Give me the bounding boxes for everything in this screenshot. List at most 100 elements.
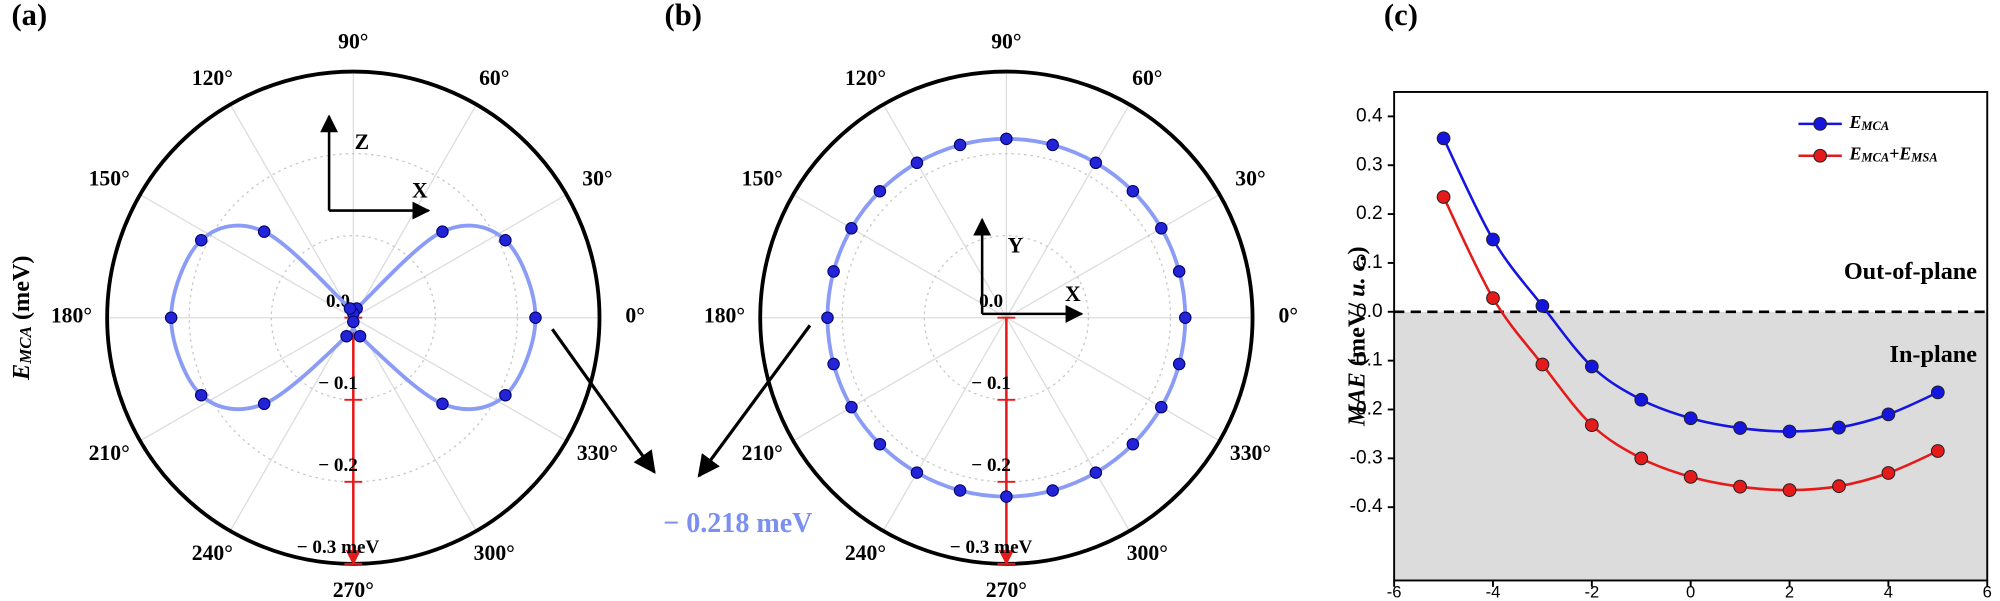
x-tick-label: -4 <box>1486 583 1501 601</box>
data-point <box>499 233 512 247</box>
subscript: MCA <box>1860 119 1889 133</box>
inset-axis-label: Z <box>355 130 369 154</box>
data-point <box>1046 138 1059 152</box>
data-point <box>194 233 208 247</box>
subscript: MSA <box>1910 151 1937 165</box>
annotation: − 0.218 meV <box>663 508 812 539</box>
angle-tick-label: 0° <box>1279 304 1299 328</box>
data-point <box>1584 359 1599 374</box>
data-point <box>873 437 887 451</box>
data-point <box>873 184 887 198</box>
grid-spoke <box>1005 104 1131 319</box>
label-part: E <box>1848 112 1861 132</box>
data-point <box>821 311 834 324</box>
data-point <box>1126 184 1140 198</box>
data-point <box>1832 479 1846 494</box>
data-point <box>1172 357 1186 371</box>
data-point <box>1436 190 1451 204</box>
angle-tick-label: 0° <box>625 304 645 328</box>
label-part: MAE <box>1343 372 1370 427</box>
data-point <box>529 311 542 324</box>
y-tick-label: -0.4 <box>1350 496 1383 517</box>
angle-tick-label: 270° <box>333 578 374 601</box>
data-point <box>1155 400 1168 414</box>
data-point <box>257 225 271 238</box>
pointer-arrow <box>550 328 656 474</box>
data-point <box>1930 385 1945 400</box>
data-point <box>436 225 449 238</box>
label-part: E <box>1848 144 1861 164</box>
y-tick-label: -0.2 <box>1350 399 1383 420</box>
grid-spoke <box>1006 317 1220 442</box>
region-label: Out-of-plane <box>1844 258 1977 285</box>
data-point <box>340 329 353 343</box>
data-point <box>164 311 178 324</box>
data-point <box>910 156 924 170</box>
data-point <box>1000 132 1013 146</box>
grid-spoke <box>792 317 1007 442</box>
legend-label: EMCA+EMSA <box>1848 144 1937 165</box>
angle-tick-label: 180° <box>704 304 745 328</box>
y-tick-label: -0.3 <box>1350 447 1383 468</box>
grid-spoke <box>882 317 1007 532</box>
data-point <box>845 222 858 235</box>
grid-circle <box>841 152 1172 483</box>
radial-tick-label: − 0.1 <box>318 373 358 394</box>
panel-label: (c) <box>1384 0 1418 32</box>
angle-tick-label: 300° <box>1127 541 1168 565</box>
data-point <box>1782 483 1797 497</box>
angle-tick-label: 210° <box>742 441 783 465</box>
data-point <box>1089 156 1103 170</box>
data-point <box>1126 437 1140 451</box>
x-tick-label: 0 <box>1686 583 1695 601</box>
label-part: E <box>8 364 35 381</box>
angle-tick-label: 330° <box>1230 441 1271 465</box>
data-point <box>1172 265 1186 278</box>
y-tick-label: -0.1 <box>1350 350 1383 371</box>
data-point <box>1000 490 1013 503</box>
data-point <box>953 138 967 152</box>
subscript: MCA <box>16 326 35 365</box>
x-tick-label: -2 <box>1584 583 1599 601</box>
y-tick-label: 0.2 <box>1356 203 1383 224</box>
y-tick-label: 0.3 <box>1356 154 1383 175</box>
radial-tick-label: − 0.2 <box>318 455 358 476</box>
data-point <box>1584 418 1599 433</box>
data-point <box>436 397 449 411</box>
angle-tick-label: 240° <box>845 541 886 565</box>
pointer-arrow <box>697 324 812 478</box>
angle-tick-label: 240° <box>192 541 233 565</box>
radial-tick-label: − 0.3 meV <box>297 537 380 558</box>
grid-spoke <box>882 104 1007 319</box>
angle-tick-label: 150° <box>89 167 130 191</box>
legend-marker <box>1813 148 1828 163</box>
data-point <box>1930 444 1945 458</box>
data-point <box>1486 232 1500 247</box>
x-tick-label: 6 <box>1983 583 1992 601</box>
grid-spoke <box>352 194 567 319</box>
in-plane-region <box>1394 311 1988 581</box>
label-part: (meV/ <box>1343 297 1370 372</box>
inset-axis-label: X <box>412 179 428 203</box>
angle-tick-label: 30° <box>1235 167 1265 191</box>
angle-tick-label: 300° <box>474 541 515 565</box>
label-part: (meV) <box>8 255 35 326</box>
legend-label: EMCA <box>1848 112 1889 133</box>
grid-spoke <box>792 194 1007 319</box>
series-line <box>1442 196 1939 492</box>
label-part: ) <box>1343 246 1370 254</box>
panel-label: (a) <box>11 0 47 32</box>
data-point <box>1683 470 1698 484</box>
angle-tick-label: 90° <box>991 29 1021 53</box>
legend-marker <box>1813 116 1828 131</box>
data-point <box>353 329 367 343</box>
angle-tick-label: 150° <box>742 167 783 191</box>
angle-tick-label: 120° <box>845 66 886 90</box>
angle-tick-label: 120° <box>192 66 233 90</box>
data-point <box>1733 479 1748 494</box>
panel-label: (b) <box>665 0 702 32</box>
y-tick-label: 0.1 <box>1356 252 1383 273</box>
data-point <box>1832 420 1846 435</box>
radial-tick-label: 0.0 <box>979 291 1003 312</box>
